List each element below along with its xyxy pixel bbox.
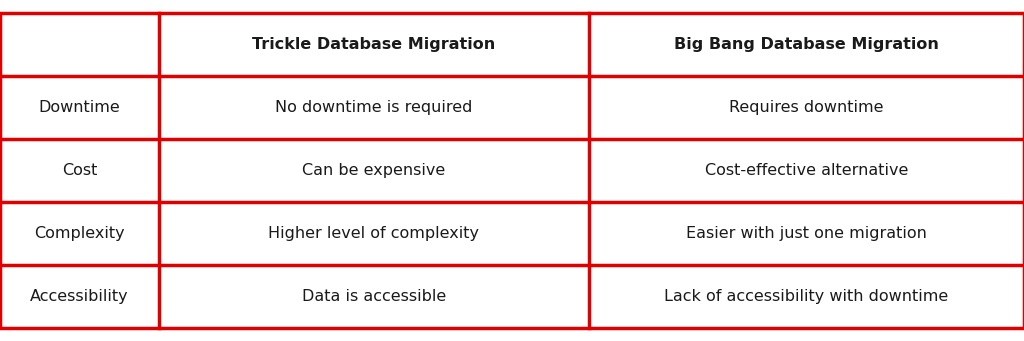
Text: Complexity: Complexity xyxy=(34,226,125,241)
Text: Downtime: Downtime xyxy=(39,100,120,115)
Text: No downtime is required: No downtime is required xyxy=(275,100,472,115)
Text: Trickle Database Migration: Trickle Database Migration xyxy=(252,37,496,52)
Text: Cost-effective alternative: Cost-effective alternative xyxy=(705,163,908,178)
Text: Lack of accessibility with downtime: Lack of accessibility with downtime xyxy=(665,289,948,304)
Text: Accessibility: Accessibility xyxy=(30,289,129,304)
Text: Big Bang Database Migration: Big Bang Database Migration xyxy=(674,37,939,52)
Text: Data is accessible: Data is accessible xyxy=(302,289,445,304)
Text: Can be expensive: Can be expensive xyxy=(302,163,445,178)
Text: Easier with just one migration: Easier with just one migration xyxy=(686,226,927,241)
Text: Cost: Cost xyxy=(61,163,97,178)
Text: Requires downtime: Requires downtime xyxy=(729,100,884,115)
Text: Higher level of complexity: Higher level of complexity xyxy=(268,226,479,241)
